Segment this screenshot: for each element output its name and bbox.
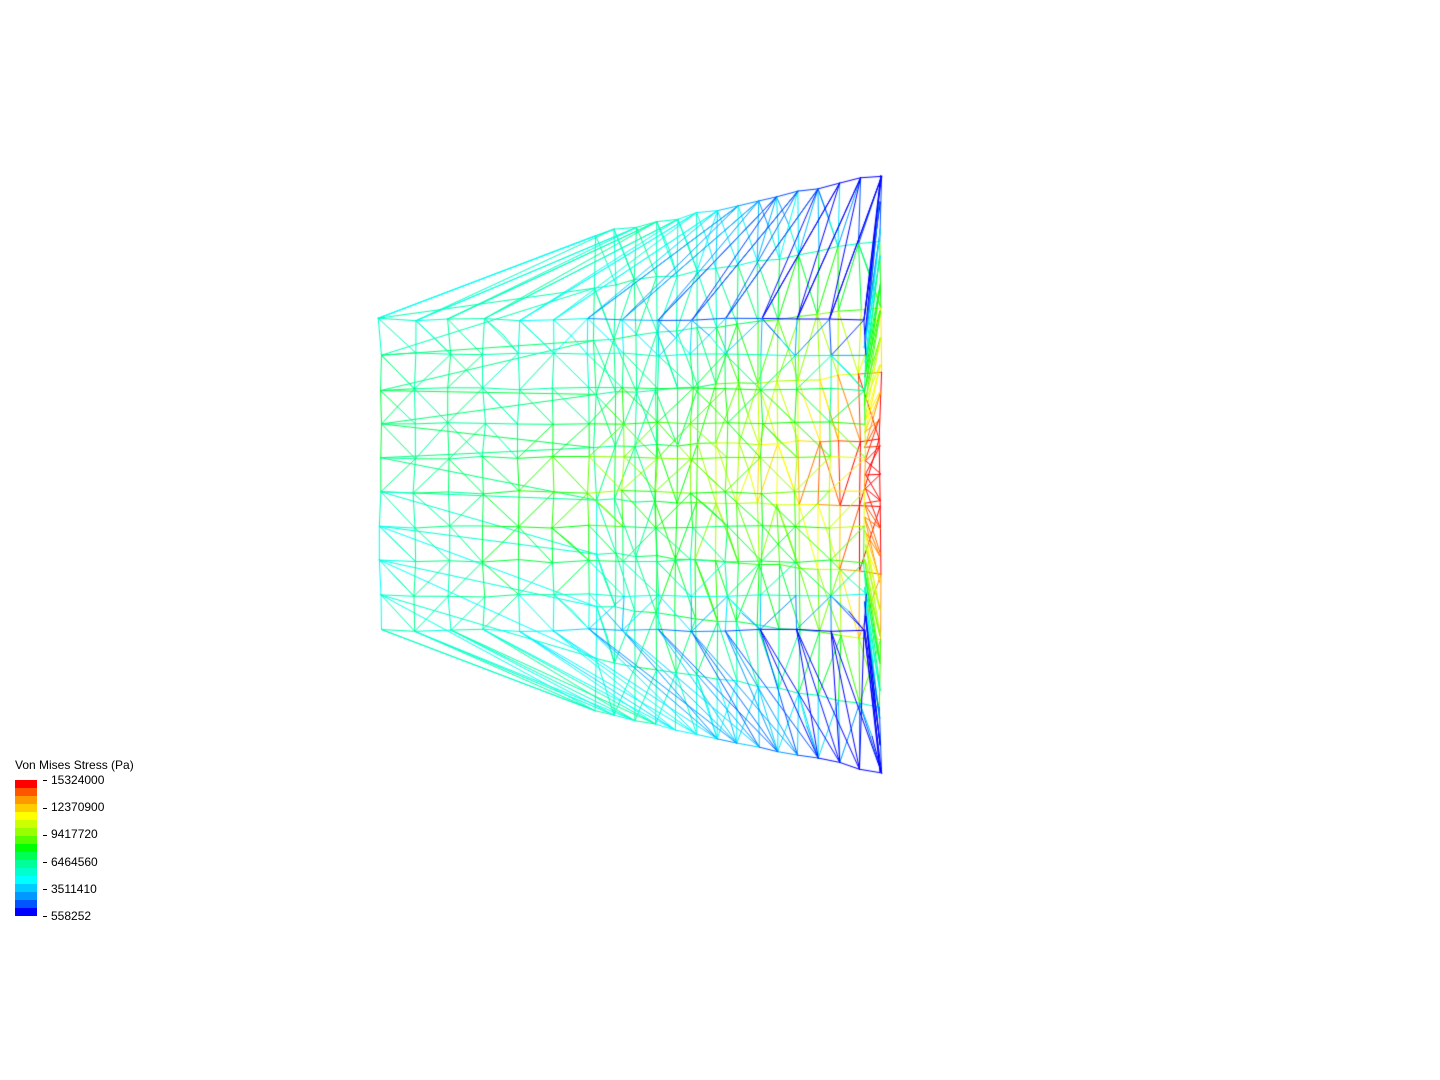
legend-band xyxy=(15,836,37,844)
fea-mesh-canvas xyxy=(0,0,1440,1080)
legend-tick: 12370900 xyxy=(43,801,104,813)
legend-title: Von Mises Stress (Pa) xyxy=(15,758,134,772)
legend-band xyxy=(15,844,37,852)
legend-band xyxy=(15,788,37,796)
legend-band xyxy=(15,820,37,828)
legend-band xyxy=(15,828,37,836)
legend-tick: 6464560 xyxy=(43,856,98,868)
legend-colorbar xyxy=(15,780,37,916)
color-legend: Von Mises Stress (Pa) 15324000 12370900 94… xyxy=(15,758,134,916)
legend-tick: 15324000 xyxy=(43,774,104,786)
legend-band xyxy=(15,852,37,860)
legend-band xyxy=(15,868,37,876)
legend-band xyxy=(15,884,37,892)
legend-ticks: 1532400012370900941772064645603511410558… xyxy=(43,780,133,916)
legend-body: 1532400012370900941772064645603511410558… xyxy=(15,780,134,916)
legend-band xyxy=(15,804,37,812)
legend-band xyxy=(15,876,37,884)
legend-band xyxy=(15,780,37,788)
legend-band xyxy=(15,860,37,868)
legend-band xyxy=(15,900,37,908)
legend-band xyxy=(15,796,37,804)
legend-band xyxy=(15,892,37,900)
legend-tick: 3511410 xyxy=(43,883,97,895)
legend-tick: 9417720 xyxy=(43,828,98,840)
legend-tick: 558252 xyxy=(43,910,91,922)
legend-band xyxy=(15,908,37,916)
legend-band xyxy=(15,812,37,820)
